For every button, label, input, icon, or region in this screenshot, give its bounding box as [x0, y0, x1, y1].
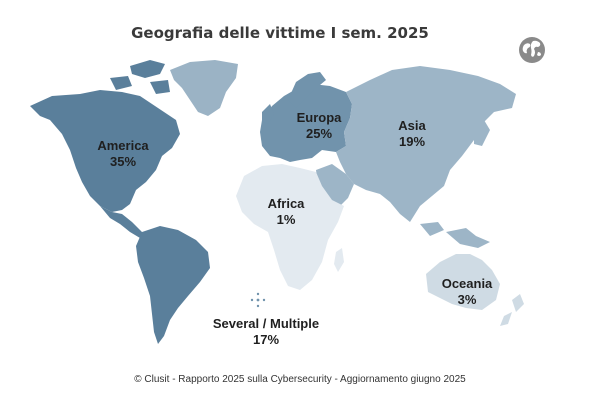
label-america-value: 35% [109, 154, 137, 169]
label-several-name: Several / Multiple [212, 316, 320, 331]
label-europa: Europa 25% [286, 110, 352, 142]
label-several-multiple: Several / Multiple 17% [196, 316, 336, 348]
region-uk [262, 104, 274, 124]
region-central-america [100, 206, 146, 238]
region-greenland [170, 60, 238, 116]
label-europa-name: Europa [296, 110, 342, 125]
region-south-america [136, 226, 210, 344]
compass-icon [250, 292, 266, 308]
page-title: Geografia delle vittime I sem. 2025 [131, 24, 429, 42]
label-oceania-value: 3% [457, 292, 477, 307]
region-se-asia-islands [420, 222, 490, 248]
label-asia-name: Asia [398, 118, 426, 133]
region-new-zealand [500, 294, 524, 326]
label-oceania-name: Oceania [441, 276, 493, 291]
region-arctic-islands [110, 60, 170, 94]
region-scandinavia [288, 72, 326, 108]
label-america-name: America [97, 138, 149, 153]
region-japan [474, 120, 490, 146]
label-europa-value: 25% [305, 126, 333, 141]
label-america: America 35% [88, 138, 158, 170]
label-asia-value: 19% [398, 134, 426, 149]
region-australia [426, 254, 500, 310]
region-africa [236, 164, 344, 290]
footer-credit: © Clusit - Rapporto 2025 sulla Cybersecu… [134, 374, 466, 385]
label-africa-name: Africa [267, 196, 305, 211]
label-africa-value: 1% [276, 212, 296, 227]
label-oceania: Oceania 3% [434, 276, 500, 308]
region-north-america [30, 90, 180, 212]
region-europe [260, 84, 352, 162]
label-africa: Africa 1% [258, 196, 314, 228]
globe-icon [519, 37, 545, 63]
label-several-value: 17% [252, 332, 280, 347]
label-asia: Asia 19% [384, 118, 440, 150]
region-madagascar [334, 248, 344, 272]
region-asia [336, 66, 516, 222]
